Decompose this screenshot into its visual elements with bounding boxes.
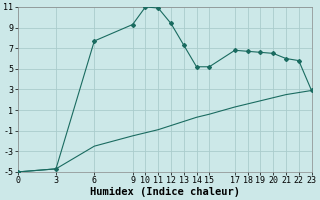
X-axis label: Humidex (Indice chaleur): Humidex (Indice chaleur) (90, 186, 240, 197)
